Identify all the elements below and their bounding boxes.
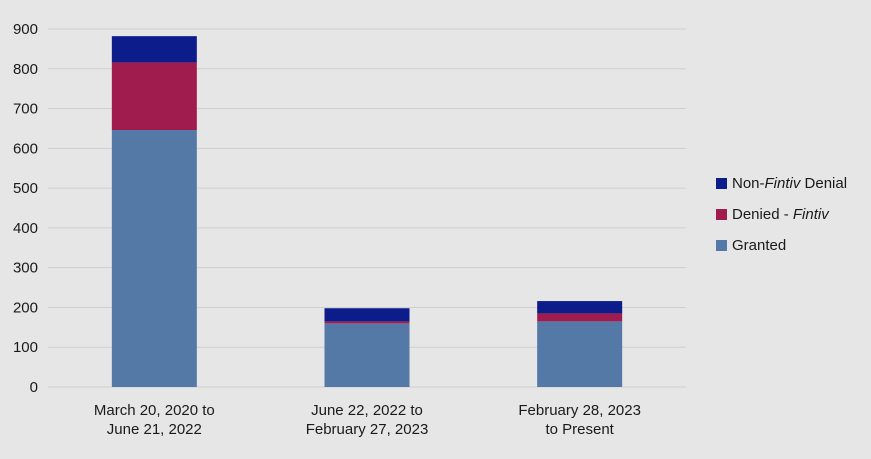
bar-segment-denied-fintiv <box>324 321 410 324</box>
y-tick-label: 0 <box>30 379 38 396</box>
y-tick-label: 800 <box>13 61 38 78</box>
bar-segment-granted <box>111 130 197 387</box>
x-tick-label: February 27, 2023 <box>306 421 429 438</box>
y-axis: 0 100 200 300 400 500 600 700 800 900 <box>13 21 38 396</box>
x-axis: March 20, 2020 to June 21, 2022 June 22, 2… <box>94 402 641 438</box>
legend-label: Non-Fintiv Denial <box>732 175 848 192</box>
x-tick-label: March 20, 2020 to <box>94 402 215 419</box>
bars <box>111 36 623 387</box>
bar-segment-non-fintiv-denial <box>324 308 410 322</box>
legend-swatch <box>716 209 727 220</box>
legend-item-denied-fintiv: Denied - Fintiv <box>716 199 847 230</box>
x-tick-label: June 22, 2022 to <box>311 402 423 419</box>
legend-swatch <box>716 178 727 189</box>
y-tick-label: 100 <box>13 339 38 356</box>
bar-segment-non-fintiv-denial <box>537 301 623 314</box>
y-tick-label: 700 <box>13 101 38 118</box>
legend-label: Denied - Fintiv <box>732 206 829 223</box>
bar-segment-granted <box>324 323 410 387</box>
y-tick-label: 200 <box>13 299 38 316</box>
y-tick-label: 300 <box>13 260 38 277</box>
x-tick-label: to Present <box>545 421 614 438</box>
bar-segment-denied-fintiv <box>111 62 197 131</box>
legend-item-granted: Granted <box>716 230 847 261</box>
legend-item-non-fintiv-denial: Non-Fintiv Denial <box>716 168 847 199</box>
y-tick-label: 500 <box>13 180 38 197</box>
legend-swatch <box>716 240 727 251</box>
x-tick-label: February 28, 2023 <box>518 402 641 419</box>
bar-segment-non-fintiv-denial <box>111 36 197 63</box>
bar-segment-granted <box>537 321 623 387</box>
y-tick-label: 400 <box>13 220 38 237</box>
y-tick-label: 900 <box>13 21 38 38</box>
legend-label: Granted <box>732 237 787 254</box>
bar-segment-denied-fintiv <box>537 313 623 322</box>
x-tick-label: June 21, 2022 <box>107 421 202 438</box>
y-tick-label: 600 <box>13 140 38 157</box>
legend: Non-Fintiv Denial Denied - Fintiv Grante… <box>716 168 847 261</box>
